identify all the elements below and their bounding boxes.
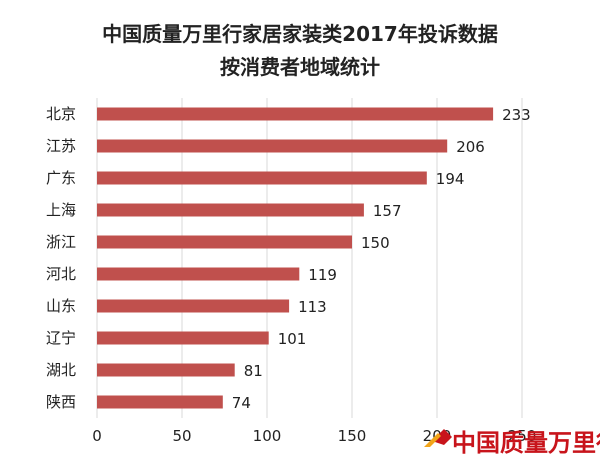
bar (97, 235, 352, 249)
bar (97, 171, 427, 185)
category-label: 江苏 (46, 137, 76, 155)
category-label: 湖北 (46, 361, 76, 379)
category-label: 广东 (46, 169, 76, 187)
watermark-text: 中国质量万里行 (452, 429, 600, 457)
bar (97, 395, 223, 409)
bar (97, 139, 448, 153)
category-label: 河北 (46, 265, 76, 283)
category-label: 北京 (46, 105, 76, 123)
data-label: 81 (244, 362, 263, 380)
x-tick-label: 150 (338, 427, 367, 445)
category-label: 浙江 (46, 233, 76, 251)
category-label: 辽宁 (46, 329, 76, 347)
x-tick-label: 0 (92, 427, 102, 445)
data-label: 101 (278, 330, 307, 348)
x-tick-label: 250 (508, 427, 537, 445)
bar (97, 299, 290, 313)
data-label: 74 (232, 394, 251, 412)
watermark-logo: 中国质量万里行 (424, 429, 600, 457)
data-label: 206 (456, 138, 485, 156)
bars (97, 107, 494, 409)
category-label: 上海 (46, 201, 76, 219)
data-label: 233 (502, 106, 531, 124)
chart-title: 中国质量万里行家居家装类2017年投诉数据 (102, 22, 498, 46)
bar (97, 267, 300, 281)
watermark-arrow-icon (424, 429, 452, 447)
value-labels: 233 206 194 157 150 119 113 101 81 74 (232, 106, 531, 412)
x-tick-label: 50 (172, 427, 191, 445)
bar (97, 107, 494, 121)
data-label: 150 (361, 234, 390, 252)
bar (97, 363, 235, 377)
x-tick-label: 100 (253, 427, 282, 445)
category-label: 陕西 (46, 393, 76, 411)
data-label: 119 (308, 266, 337, 284)
data-label: 194 (436, 170, 465, 188)
chart-subtitle: 按消费者地域统计 (220, 55, 380, 79)
bar (97, 203, 364, 217)
data-label: 113 (298, 298, 327, 316)
data-label: 157 (373, 202, 402, 220)
bar (97, 331, 269, 345)
category-label: 山东 (46, 297, 76, 315)
